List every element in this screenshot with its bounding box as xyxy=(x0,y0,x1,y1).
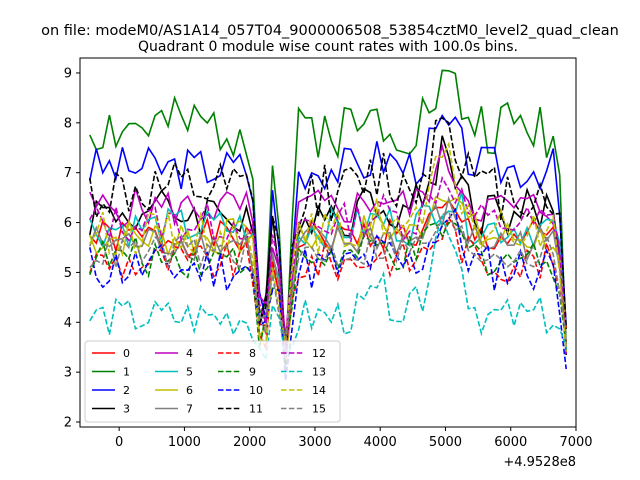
series-line-5 xyxy=(89,192,567,372)
x-tick-label: 6000 xyxy=(494,435,527,450)
x-tick-label: 0 xyxy=(115,435,123,450)
x-tick-label: 2000 xyxy=(233,435,266,450)
y-tick-label: 3 xyxy=(64,366,72,381)
y-tick-label: 9 xyxy=(64,66,72,81)
legend-label-4: 4 xyxy=(186,347,193,360)
legend-label-14: 14 xyxy=(312,384,326,397)
legend-label-3: 3 xyxy=(123,403,130,416)
series-line-10 xyxy=(89,207,567,381)
y-tick-label: 5 xyxy=(64,266,72,281)
x-tick-label: 1000 xyxy=(168,435,201,450)
y-tick-label: 2 xyxy=(64,416,72,431)
x-offset-label: +4.9528e8 xyxy=(503,455,576,470)
series-line-9 xyxy=(89,221,567,349)
legend-label-10: 10 xyxy=(249,384,263,397)
x-tick-label: 4000 xyxy=(364,435,397,450)
legend-label-13: 13 xyxy=(312,366,326,379)
legend-label-1: 1 xyxy=(123,366,130,379)
y-tick-label: 6 xyxy=(64,216,72,231)
figure-suptitle: on file: modeM0/AS1A14_057T04_9000006508… xyxy=(41,23,619,39)
y-axis: 2 3 4 5 6 7 8 9 xyxy=(64,66,80,431)
series-line-4 xyxy=(89,142,567,339)
series-line-15 xyxy=(89,210,567,340)
series-line-2 xyxy=(89,114,567,352)
series-line-6 xyxy=(89,195,567,365)
series-line-13 xyxy=(89,213,567,362)
legend-label-11: 11 xyxy=(249,403,263,416)
x-axis: 0 1000 2000 3000 4000 5000 6000 7000 xyxy=(115,427,593,450)
legend-label-7: 7 xyxy=(186,403,193,416)
axes-title: Quadrant 0 module wise count rates with … xyxy=(138,39,518,55)
legend-label-15: 15 xyxy=(312,403,326,416)
legend-label-8: 8 xyxy=(249,347,256,360)
x-tick-label: 3000 xyxy=(298,435,331,450)
series-line-1 xyxy=(89,69,567,361)
legend-label-5: 5 xyxy=(186,366,193,379)
legend-box xyxy=(84,340,341,423)
axes-frame xyxy=(79,57,577,428)
y-tick-label: 8 xyxy=(64,116,72,131)
y-tick-label: 4 xyxy=(64,316,72,331)
x-tick-label: 7000 xyxy=(559,435,592,450)
series-layer xyxy=(89,69,567,381)
y-tick-label: 7 xyxy=(64,166,72,181)
legend-label-12: 12 xyxy=(312,347,326,360)
legend-label-9: 9 xyxy=(249,366,256,379)
legend-label-2: 2 xyxy=(123,384,130,397)
series-line-12 xyxy=(89,175,567,359)
series-line-11 xyxy=(89,117,567,371)
x-tick-label: 5000 xyxy=(429,435,462,450)
legend-label-6: 6 xyxy=(186,384,193,397)
series-line-14 xyxy=(89,141,567,352)
legend-label-0: 0 xyxy=(123,347,130,360)
